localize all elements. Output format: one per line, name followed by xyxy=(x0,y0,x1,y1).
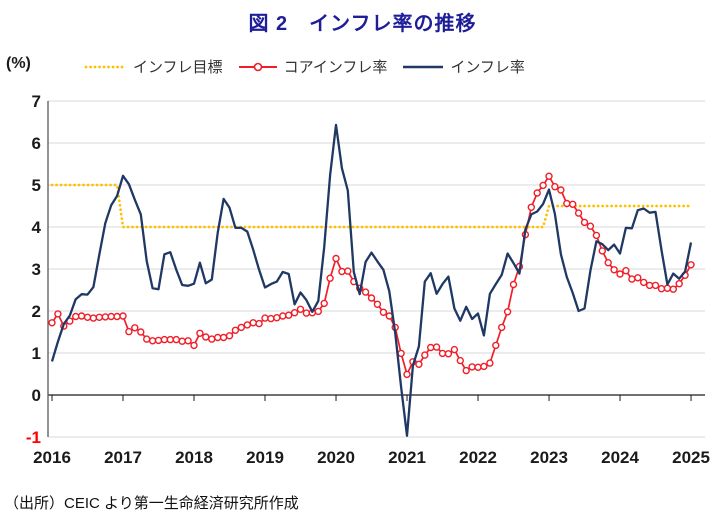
legend-label-inflation-target: インフレ目標 xyxy=(133,59,223,76)
y-tick-label: 1 xyxy=(32,344,41,363)
y-tick-label: 4 xyxy=(32,218,42,237)
x-tick-label: 2018 xyxy=(175,448,213,467)
series-core-inflation xyxy=(48,172,695,379)
legend-label-headline-inflation: インフレ率 xyxy=(450,59,525,76)
x-tick-label: 2019 xyxy=(246,448,284,467)
legend-label-core-inflation: コアインフレ率 xyxy=(283,59,388,76)
x-tick-label: 2021 xyxy=(388,448,426,467)
y-tick-label: 5 xyxy=(32,176,41,195)
series-inflation-target xyxy=(50,183,693,229)
y-axis-labels: 7 6 5 4 3 2 1 0 -1 xyxy=(26,92,42,447)
y-tick-label: -1 xyxy=(26,428,41,447)
x-tick-label: 2023 xyxy=(530,448,568,467)
solid-line-icon xyxy=(403,65,444,68)
line-circle-icon xyxy=(238,62,277,71)
series-headline-inflation xyxy=(50,123,693,437)
x-tick-label: 2017 xyxy=(104,448,142,467)
y-tick-label: 6 xyxy=(32,134,41,153)
x-tick-label: 2016 xyxy=(33,448,71,467)
x-tick-label: 2020 xyxy=(317,448,355,467)
plot-area: 2016 2017 2018 2019 2020 2021 2022 2023 2024 2025… xyxy=(26,92,710,467)
y-tick-label: 7 xyxy=(32,92,41,111)
source-note: （出所）CEIC より第一生命経済研究所作成 xyxy=(4,495,299,512)
x-tick-label: 2024 xyxy=(601,448,639,467)
gridlines xyxy=(47,100,705,438)
legend-item-core-inflation: コアインフレ率 xyxy=(237,56,388,77)
legend-item-headline-inflation: インフレ率 xyxy=(401,56,525,77)
x-axis-labels: 2016 2017 2018 2019 2020 2021 2022 2023 2024 2025 xyxy=(33,395,710,467)
y-tick-label: 0 xyxy=(32,386,41,405)
y-tick-label: 2 xyxy=(32,302,41,321)
x-tick-label: 2022 xyxy=(459,448,497,467)
x-tick-label: 2025 xyxy=(672,448,710,467)
y-axis-unit-label: (%) xyxy=(6,55,31,72)
y-tick-label: 3 xyxy=(32,260,41,279)
legend-item-inflation-target: インフレ目標 xyxy=(84,56,223,77)
legend: インフレ目標 コアインフレ率 インフレ率 xyxy=(84,56,525,77)
chart-title: 図 2 インフレ率の推移 xyxy=(248,13,477,35)
